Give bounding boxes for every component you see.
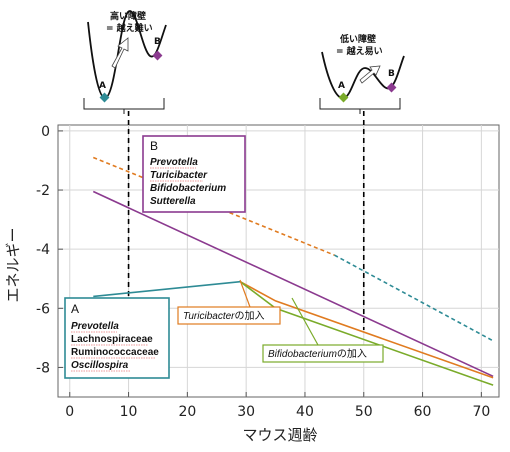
inset-low-bracket [319, 98, 401, 110]
x-tick-label: 30 [237, 404, 255, 420]
box-a: A Prevotella Lachnospiraceae Ruminococca… [64, 297, 170, 379]
box-b-item: Turicibacter [150, 170, 208, 181]
inset-low-line2: = 越え易い [336, 45, 383, 57]
inset-high-line1: 高い障壁 [110, 10, 146, 22]
x-tick-label: 40 [296, 404, 314, 420]
turicibacter-callout-label: Turicibacterの加入 [183, 310, 265, 322]
y-tick-layer: 0 -2 -4 -6 -8 [36, 124, 63, 376]
bifidobacterium-suffix: の加入 [337, 348, 367, 360]
y-tick-label: -2 [36, 183, 50, 199]
turicibacter-suffix: の加入 [235, 310, 265, 322]
box-b-item: Prevotella [150, 157, 198, 168]
inset-high-label-b: B [154, 37, 161, 47]
inset-low-point-b [386, 82, 397, 93]
x-tick-label: 60 [414, 404, 432, 420]
box-a-item: Ruminococcaceae [71, 347, 159, 358]
series-B-state [92, 190, 494, 378]
inset-low-line1: 低い障壁 [339, 33, 376, 45]
inset-high-point-b [152, 50, 163, 61]
box-a-title: A [71, 302, 79, 316]
turicibacter-leader [239, 279, 251, 308]
inset-low-label-b: B [388, 69, 395, 79]
inset-high-label-a: A [99, 81, 106, 91]
x-tick-label: 70 [472, 404, 490, 420]
series-B-state-projection [92, 156, 335, 256]
inset-low-arrow [359, 65, 381, 84]
box-a-item: Oscillospira [71, 360, 129, 371]
x-tick-label: 20 [178, 404, 196, 420]
series-A-state-projection [333, 254, 494, 342]
x-tick-layer: 0 10 20 30 40 50 60 70 [65, 392, 490, 420]
y-axis-label: エネルギー [4, 227, 22, 302]
x-tick-label: 0 [65, 404, 74, 420]
x-tick-label: 10 [120, 404, 138, 420]
bifidobacterium-callout-label: Bifidobacteriumの加入 [268, 348, 367, 360]
turicibacter-callout: Turicibacterの加入 [177, 279, 281, 325]
series-layer [92, 156, 494, 386]
box-a-item: Lachnospiraceae [71, 334, 153, 345]
box-b-item: Sutterella [150, 196, 196, 207]
y-tick-label: 0 [41, 124, 50, 140]
inset-low-point-a [338, 92, 349, 103]
y-tick-label: -8 [36, 360, 50, 376]
inset-low-label-a: A [338, 81, 345, 91]
inset-high-point-a [99, 92, 110, 103]
box-b: B Prevotella Turicibacter Bifidobacteriu… [142, 135, 246, 213]
x-tick-label: 50 [355, 404, 373, 420]
inset-low-barrier: A B 低い障壁 = 越え易い [319, 33, 405, 114]
turicibacter-name: Turicibacter [183, 311, 235, 322]
series-A-state [93, 280, 241, 298]
box-b-frame [142, 135, 246, 213]
y-tick-label: -4 [36, 242, 50, 258]
series-turicibacter-added [239, 280, 494, 379]
y-tick-label: -6 [36, 301, 50, 317]
bifidobacterium-leader [291, 297, 319, 346]
bifidobacterium-callout-frame [262, 344, 384, 363]
inset-low-curve [321, 51, 405, 99]
box-b-title: B [150, 139, 158, 153]
inset-high-bracket [83, 98, 165, 110]
box-a-item: Prevotella [71, 321, 119, 332]
inset-high-barrier: A B 高い障壁 = 越え難い [83, 10, 167, 114]
x-axis-label: マウス週齢 [242, 426, 317, 444]
inset-high-line2: = 越え難い [106, 22, 153, 34]
bifidobacterium-name: Bifidobacterium [268, 349, 337, 360]
box-b-item: Bifidobacterium [150, 183, 226, 194]
inset-high-arrow [111, 37, 129, 69]
turicibacter-callout-frame [177, 306, 281, 325]
box-a-frame [64, 297, 170, 379]
bifidobacterium-callout: Bifidobacteriumの加入 [262, 297, 384, 363]
